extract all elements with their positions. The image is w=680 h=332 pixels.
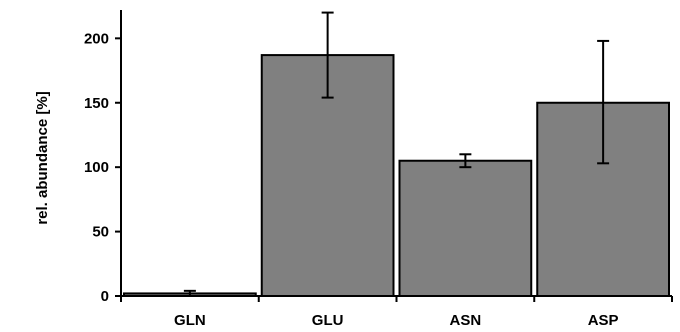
y-tick-label: 150 — [84, 95, 109, 112]
y-tick-label: 100 — [84, 159, 109, 176]
bar-asn — [398, 159, 533, 297]
error-bar-asn — [459, 153, 472, 169]
error-bars — [183, 11, 610, 297]
bars — [123, 54, 670, 298]
error-bar-gln — [183, 289, 196, 297]
x-tick-label: ASP — [588, 312, 619, 329]
error-bar-asp — [597, 39, 610, 165]
y-axis-title: rel. abundance [%] — [34, 91, 51, 224]
error-bar-glu — [321, 11, 334, 99]
y-tick-label: 50 — [92, 224, 109, 241]
x-tick-label: ASN — [450, 312, 482, 329]
x-tick-label: GLN — [174, 312, 206, 329]
y-tick-label: 0 — [101, 288, 109, 305]
x-tick-label: GLU — [312, 312, 344, 329]
y-tick-label: 200 — [84, 30, 109, 47]
x-tick-labels: GLN GLU ASN ASP — [174, 312, 619, 329]
y-axis: 0 50 100 150 200 — [84, 10, 122, 305]
